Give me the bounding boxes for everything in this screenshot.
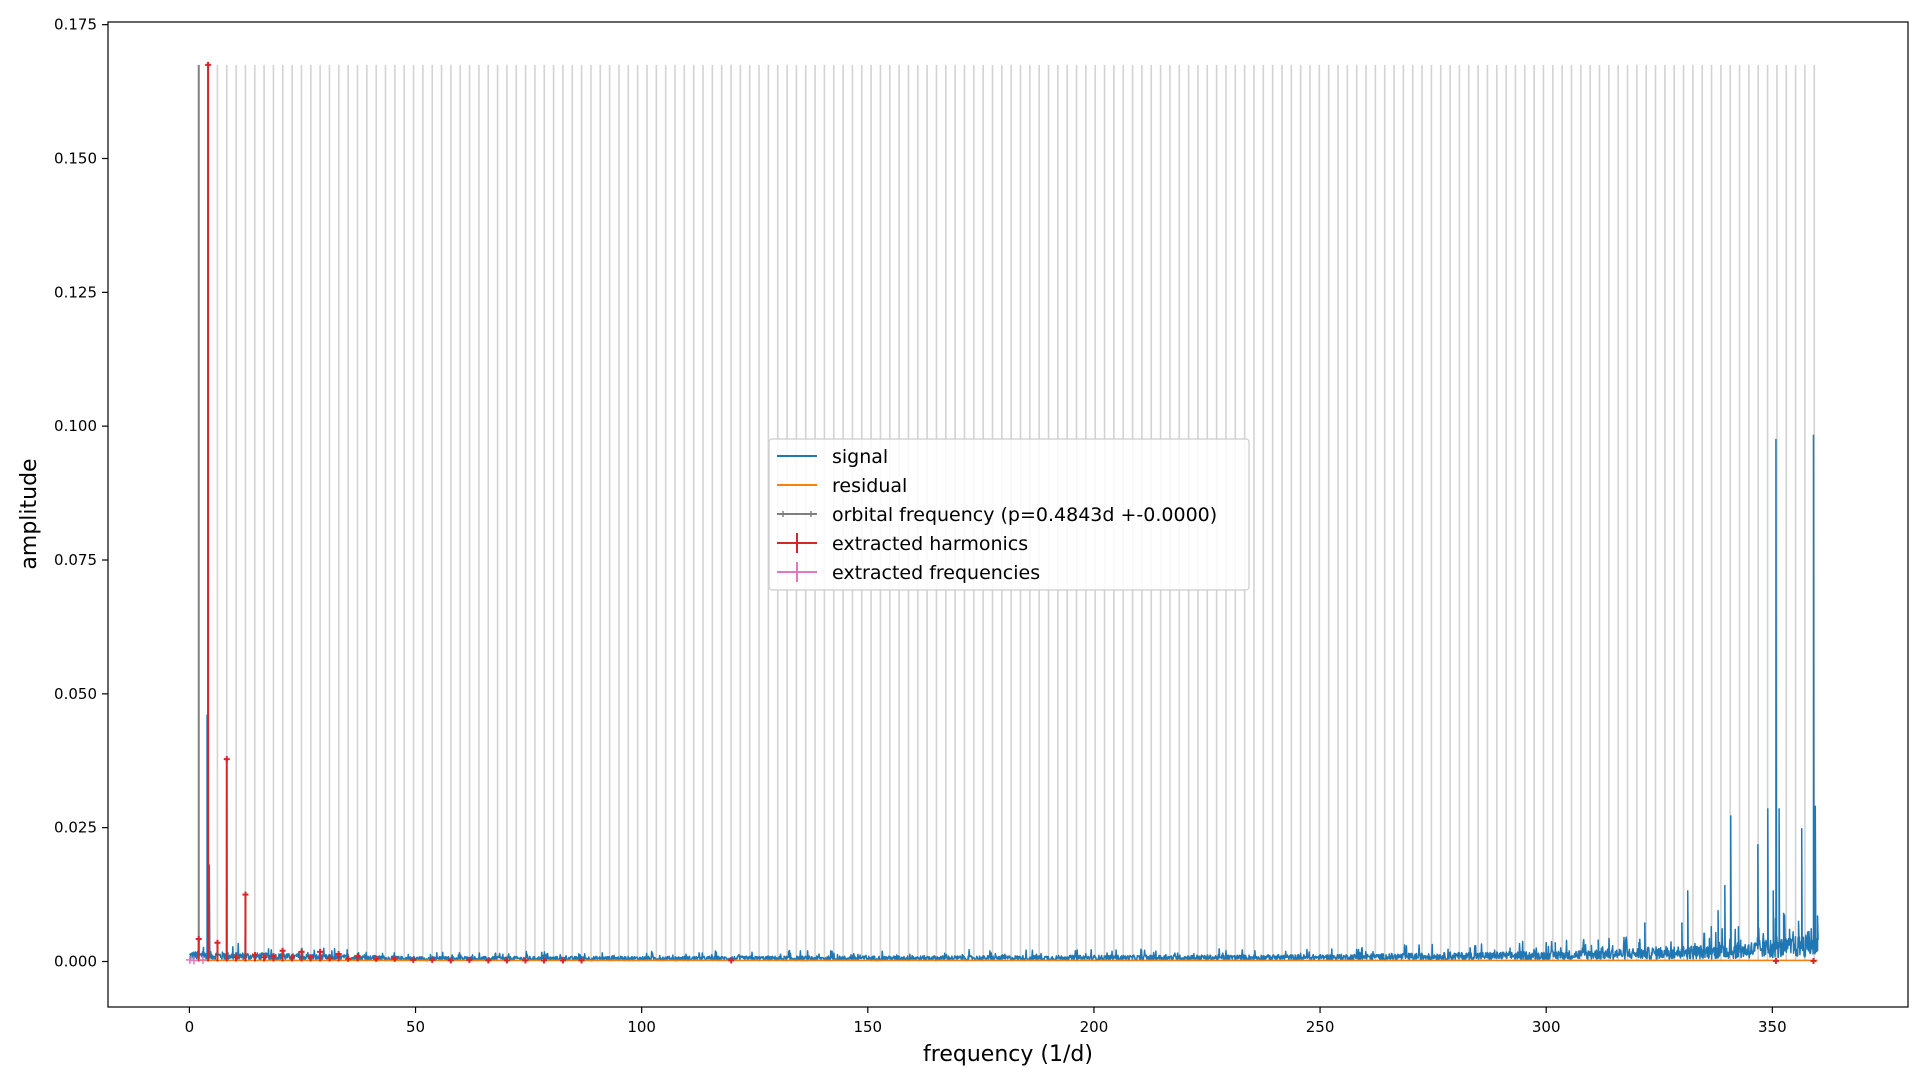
x-axis-ticks: 0 50 100 150 200 250 300 350: [185, 1007, 1787, 1036]
harmonic-point: [289, 954, 296, 962]
harmonic-point: [223, 756, 230, 962]
harmonic-point: [279, 947, 286, 962]
harmonic-point: [232, 954, 239, 962]
legend: signal residual orbital frequency (p=0.484…: [768, 438, 1250, 591]
harmonic-point: [410, 956, 417, 963]
harmonic-point: [251, 952, 258, 962]
extracted-frequencies-series: [185, 955, 207, 965]
harmonic-point: [261, 954, 268, 962]
y-tick-label: 0.100: [54, 417, 97, 435]
legend-entry: residual: [777, 475, 907, 497]
harmonic-point: [522, 957, 529, 964]
harmonic-point: [345, 955, 352, 962]
legend-label: extracted frequencies: [832, 562, 1040, 584]
harmonic-point: [578, 957, 585, 964]
plot-frame: [107, 21, 1909, 1008]
legend-entry: extracted harmonics: [777, 533, 1028, 555]
harmonic-point: [270, 953, 277, 962]
legend-entry: orbital frequency (p=0.4843d +-0.0000): [777, 504, 1217, 526]
x-tick-label: 0: [185, 1018, 195, 1036]
harmonic-point: [195, 936, 202, 962]
harmonic-point: [429, 956, 436, 963]
harmonic-point: [1772, 957, 1779, 964]
x-tick-label: 150: [853, 1018, 882, 1036]
extracted-harmonics-series: [195, 61, 1817, 964]
harmonic-point: [354, 953, 361, 962]
harmonic-point: [540, 957, 547, 964]
harmonic-point: [214, 939, 221, 962]
harmonic-point: [503, 957, 510, 964]
legend-label: extracted harmonics: [832, 533, 1028, 555]
y-tick-label: 0.075: [54, 551, 97, 569]
legend-label: signal: [832, 446, 888, 468]
harmonic-point: [326, 955, 333, 962]
x-tick-label: 300: [1532, 1018, 1561, 1036]
y-tick-label: 0.175: [54, 16, 97, 34]
harmonic-point: [317, 948, 324, 962]
y-tick-label: 0.025: [54, 819, 97, 837]
harmonic-point: [466, 956, 473, 963]
y-tick-label: 0.050: [54, 685, 97, 703]
legend-label: orbital frequency (p=0.4843d +-0.0000): [832, 504, 1217, 526]
y-tick-label: 0.000: [54, 952, 97, 970]
x-tick-label: 250: [1306, 1018, 1335, 1036]
harmonic-point: [205, 61, 212, 962]
x-tick-label: 100: [627, 1018, 656, 1036]
harmonic-point: [728, 957, 735, 964]
harmonic-point: [373, 955, 380, 962]
harmonic-point: [335, 951, 342, 962]
x-tick-label: 200: [1080, 1018, 1109, 1036]
harmonic-point: [485, 957, 492, 964]
harmonic-point: [298, 948, 305, 962]
legend-entry: extracted frequencies: [777, 562, 1040, 584]
harmonic-point: [307, 954, 314, 962]
y-tick-label: 0.125: [54, 283, 97, 301]
legend-entry: signal: [777, 446, 888, 468]
y-axis-ticks: 0.000 0.025 0.050 0.075 0.100 0.125 0.150 0.175: [54, 16, 108, 970]
harmonic-point: [242, 891, 249, 962]
y-axis-label: amplitude: [17, 458, 42, 569]
x-tick-label: 350: [1758, 1018, 1787, 1036]
y-tick-label: 0.150: [54, 150, 97, 168]
harmonic-point: [1810, 957, 1817, 964]
harmonic-point: [447, 957, 454, 964]
legend-box: [768, 438, 1250, 591]
legend-label: residual: [832, 475, 907, 497]
harmonic-point: [391, 955, 398, 962]
harmonic-point: [559, 957, 566, 964]
x-axis-label: frequency (1/d): [923, 1042, 1093, 1067]
x-tick-label: 50: [406, 1018, 425, 1036]
